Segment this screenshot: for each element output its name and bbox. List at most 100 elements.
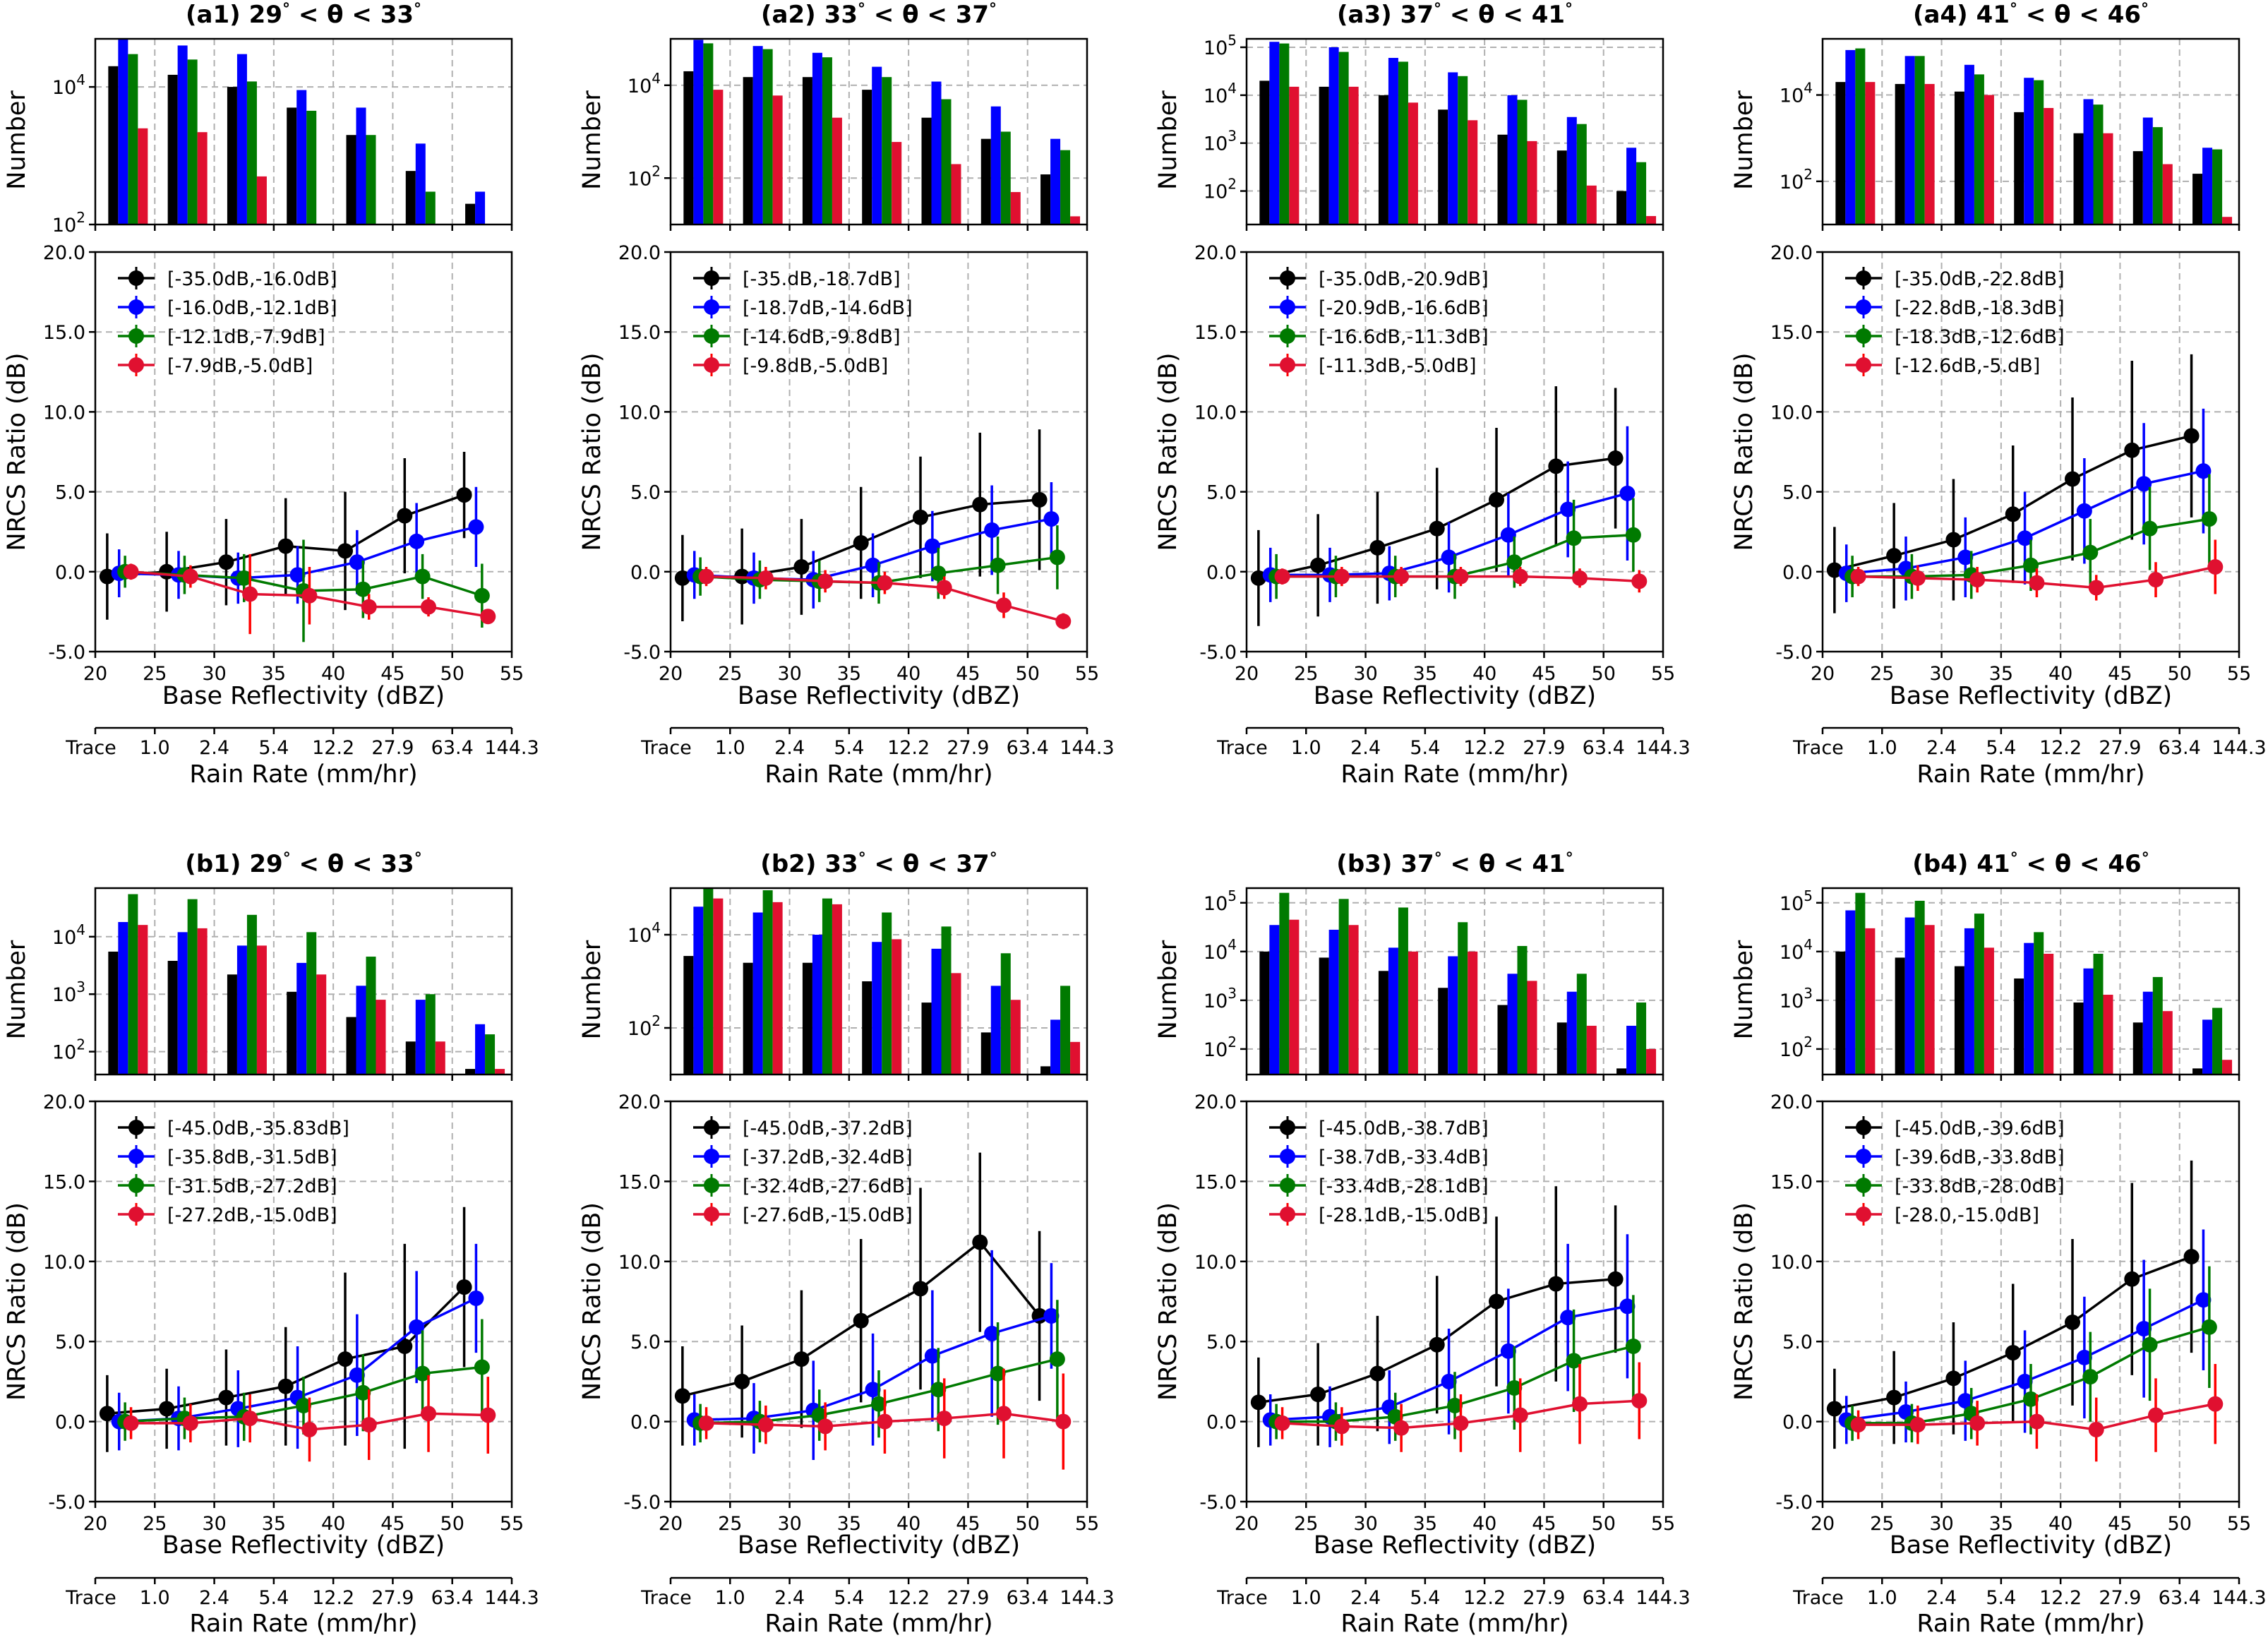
hist-bar xyxy=(1040,1066,1051,1075)
data-point xyxy=(2076,503,2092,519)
hist-bar xyxy=(882,912,892,1075)
data-point xyxy=(1572,1396,1588,1412)
series-1 xyxy=(99,1207,472,1452)
xtick-label: 30 xyxy=(202,663,226,685)
legend: [-35.0dB,-22.8dB] [-22.8dB,-18.3dB] [-18.3… xyxy=(1845,267,2065,377)
hist-bar xyxy=(1626,1025,1637,1075)
data-point xyxy=(277,538,294,554)
hist-bar xyxy=(2083,968,2094,1075)
reflectivity-xlabel: Base Reflectivity (dBZ) xyxy=(1890,682,2172,710)
panel-a3: (a3) 37° < θ < 41°102103104105Number-5.00… xyxy=(1154,1,1691,789)
xtick-label: 50 xyxy=(1592,1513,1616,1535)
legend-label: [-45.0dB,-37.2dB] xyxy=(743,1118,913,1139)
legend-label: [-37.2dB,-32.4dB] xyxy=(743,1147,913,1168)
hist-bar xyxy=(1865,928,1876,1075)
hist-bar xyxy=(752,46,763,225)
rain-tick-label: 63.4 xyxy=(1007,1587,1049,1609)
hist-bar xyxy=(693,906,704,1075)
hist-bar xyxy=(435,1041,445,1075)
legend-label: [-27.6dB,-15.0dB] xyxy=(743,1204,913,1226)
ytick-label: 20.0 xyxy=(1770,1091,1813,1113)
degree-symbol: ° xyxy=(1566,850,1573,868)
data-point xyxy=(2195,463,2212,479)
degree-symbol: ° xyxy=(414,850,422,868)
series-4 xyxy=(698,567,1072,630)
hist-bar xyxy=(1378,971,1388,1075)
hist-bar xyxy=(316,974,327,1075)
nrcs-plot: -5.0 0.0 5.0 10.0 15.0 20.0 20 25 30 35 40 45 50 55 NR… xyxy=(3,1091,524,1560)
angle-low: 37 xyxy=(1400,850,1434,878)
ytick-label: -5.0 xyxy=(48,642,85,664)
ytick-label: 15.0 xyxy=(43,1171,85,1193)
degree-symbol: ° xyxy=(858,1,865,18)
tick-exponent: 4 xyxy=(1228,936,1237,953)
hist-bar xyxy=(2044,107,2054,225)
data-point xyxy=(182,568,198,585)
ytick-label: 5.0 xyxy=(55,1331,85,1353)
data-point xyxy=(817,573,834,589)
ytick-label: 15.0 xyxy=(1194,322,1237,344)
data-point xyxy=(972,496,988,513)
ytick-label: 15.0 xyxy=(1770,322,1813,344)
hist-ylabel: Number xyxy=(1154,90,1182,190)
xtick-label: 30 xyxy=(1353,663,1377,685)
hist-bar xyxy=(1924,83,1935,225)
data-point xyxy=(1619,1298,1636,1315)
hist-bar xyxy=(1408,102,1418,225)
data-point xyxy=(361,599,377,615)
hist-bar xyxy=(1855,48,1866,225)
hist-ytick-label: 102 xyxy=(52,1036,85,1064)
angle-low: 29 xyxy=(249,850,282,878)
rain-tick-label: 1.0 xyxy=(1867,737,1897,759)
legend-label: [-35.dB,-18.7dB] xyxy=(743,268,901,290)
nrcs-plot: -5.0 0.0 5.0 10.0 15.0 20.0 20 25 30 35 40 45 50 55 NR… xyxy=(3,242,524,710)
hist-ytick-label: 102 xyxy=(1204,1034,1237,1061)
rain-tick-label: 63.4 xyxy=(431,1587,474,1609)
series-4 xyxy=(1274,1362,1648,1452)
data-point xyxy=(1429,1336,1445,1353)
hist-bar xyxy=(1895,83,1905,225)
hist-bar xyxy=(1855,892,1866,1075)
data-point xyxy=(1506,554,1523,570)
data-point xyxy=(877,575,893,591)
rain-tick-label: 2.4 xyxy=(774,1587,805,1609)
data-point xyxy=(2148,572,2164,588)
angle-range: < θ < xyxy=(2017,1,2108,29)
hist-bar xyxy=(812,935,822,1075)
data-point xyxy=(2023,557,2039,573)
panel-label: (b2) xyxy=(760,850,816,878)
tick-base: 10 xyxy=(1780,990,1804,1012)
hist-bar xyxy=(2212,1007,2223,1075)
hist-bar xyxy=(1566,991,1577,1075)
hist-frame xyxy=(669,887,1088,1076)
hist-ytick-label: 102 xyxy=(628,1012,661,1040)
legend: [-35.0dB,-20.9dB] [-20.9dB,-16.6dB] [-16.6… xyxy=(1269,267,1489,377)
rain-tick-label: Trace xyxy=(1792,737,1844,759)
data-point xyxy=(984,1325,1000,1341)
data-point xyxy=(1886,1389,1902,1406)
series-2 xyxy=(1838,1229,2212,1444)
data-point xyxy=(2082,1369,2099,1385)
tick-base: 10 xyxy=(52,77,76,99)
hist-frame xyxy=(1821,887,2240,1076)
data-point xyxy=(913,509,928,525)
hist-bar xyxy=(1636,1002,1647,1075)
hist-ytick-label: 104 xyxy=(1780,80,1813,107)
hist-bar xyxy=(475,191,486,225)
hist-bar xyxy=(1845,49,1856,225)
rain-tick-label: 5.4 xyxy=(1410,1587,1440,1609)
data-point xyxy=(1625,1339,1641,1355)
degree-symbol: ° xyxy=(990,850,997,868)
data-point xyxy=(123,563,139,580)
hist-bar xyxy=(921,117,932,225)
data-point xyxy=(1566,530,1582,546)
data-point xyxy=(1625,527,1641,543)
hist-bar xyxy=(138,925,148,1075)
rain-tick-label: 1.0 xyxy=(140,737,170,759)
data-point xyxy=(1500,1343,1516,1359)
hist-bar xyxy=(1497,1005,1508,1075)
xtick-label: 55 xyxy=(2227,1513,2251,1535)
degree-symbol: ° xyxy=(858,850,866,868)
angle-low: 33 xyxy=(824,850,858,878)
